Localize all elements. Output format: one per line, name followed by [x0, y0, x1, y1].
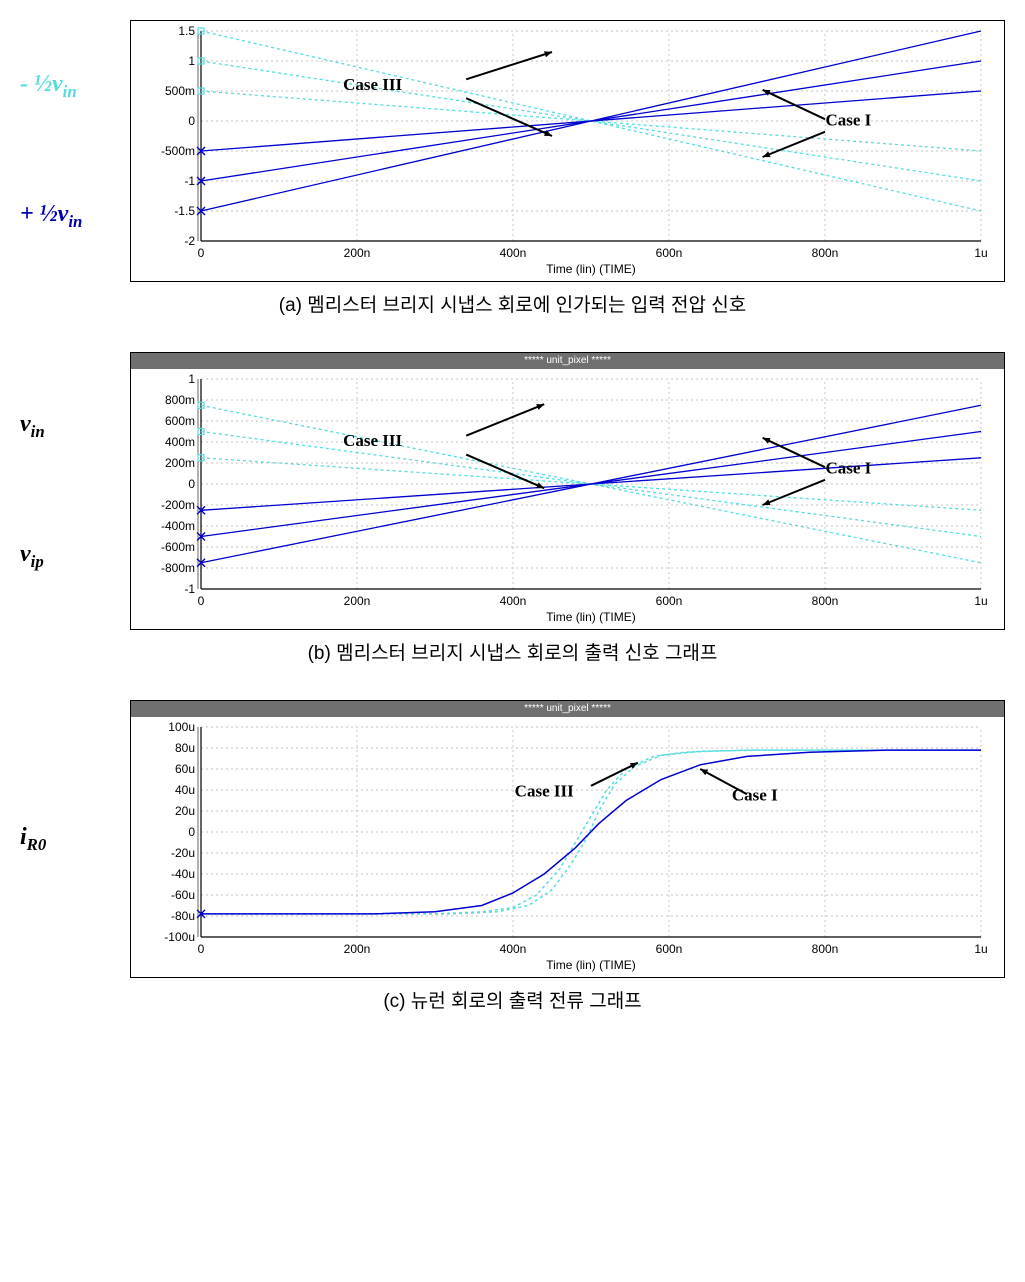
- svg-text:-200m: -200m: [161, 498, 195, 512]
- svg-text:600n: 600n: [656, 594, 683, 608]
- svg-text:Case I: Case I: [825, 459, 871, 478]
- svg-text:800m: 800m: [165, 393, 195, 407]
- svg-text:-80u: -80u: [171, 909, 195, 923]
- svg-text:800n: 800n: [812, 942, 839, 956]
- chart-b: vin vip ***** unit_pixel ***** -1 -800m -600m…: [20, 352, 1005, 665]
- side-label: - ½vin: [20, 71, 122, 101]
- svg-text:1.5: 1.5: [178, 24, 195, 38]
- svg-text:-20u: -20u: [171, 846, 195, 860]
- svg-text:Case III: Case III: [515, 781, 574, 800]
- svg-text:Time (lin) (TIME): Time (lin) (TIME): [546, 958, 636, 972]
- svg-text:100u: 100u: [168, 720, 195, 734]
- svg-text:400n: 400n: [500, 246, 527, 260]
- svg-text:Time (lin) (TIME): Time (lin) (TIME): [546, 262, 636, 276]
- svg-text:0: 0: [198, 594, 205, 608]
- svg-text:400n: 400n: [500, 942, 527, 956]
- svg-text:800n: 800n: [812, 246, 839, 260]
- svg-text:-40u: -40u: [171, 867, 195, 881]
- svg-text:40u: 40u: [175, 783, 195, 797]
- svg-text:400m: 400m: [165, 435, 195, 449]
- plot-area: -2 -1.5 -1 -500m 0 500m 1 1.5 0 200n 400n 600n 800n 1…: [130, 20, 1005, 282]
- title-bar: ***** unit_pixel *****: [131, 353, 1004, 369]
- svg-text:-1: -1: [184, 174, 195, 188]
- svg-text:-1.5: -1.5: [174, 204, 195, 218]
- svg-text:-2: -2: [184, 234, 195, 248]
- svg-text:800n: 800n: [812, 594, 839, 608]
- caption: (b) 멤리스터 브리지 시냅스 회로의 출력 신호 그래프: [20, 638, 1005, 665]
- side-labels: - ½vin + ½vin: [20, 21, 130, 281]
- svg-text:80u: 80u: [175, 741, 195, 755]
- caption: (c) 뉴런 회로의 출력 전류 그래프: [20, 986, 1005, 1013]
- svg-text:200m: 200m: [165, 456, 195, 470]
- svg-text:600n: 600n: [656, 942, 683, 956]
- svg-text:-100u: -100u: [164, 930, 195, 944]
- side-label: iR0: [20, 824, 122, 854]
- chart-a: - ½vin + ½vin -2 -1.5 -1 -500m 0 500m 1 1.5 0 200n 4…: [20, 20, 1005, 317]
- svg-text:Case I: Case I: [732, 786, 778, 805]
- svg-text:0: 0: [198, 942, 205, 956]
- svg-text:200n: 200n: [344, 246, 371, 260]
- svg-text:0: 0: [188, 825, 195, 839]
- svg-text:-400m: -400m: [161, 519, 195, 533]
- svg-text:60u: 60u: [175, 762, 195, 776]
- svg-text:0: 0: [198, 246, 205, 260]
- side-label: + ½vin: [20, 201, 122, 231]
- svg-text:-60u: -60u: [171, 888, 195, 902]
- svg-text:0: 0: [188, 477, 195, 491]
- svg-text:200n: 200n: [344, 942, 371, 956]
- svg-text:-600m: -600m: [161, 540, 195, 554]
- side-label: vip: [20, 541, 122, 571]
- plot-area: ***** unit_pixel ***** -1 -800m -600m -400m -…: [130, 352, 1005, 630]
- svg-text:200n: 200n: [344, 594, 371, 608]
- chart-c: iR0 ***** unit_pixel ***** -100u -80u -60u -4…: [20, 700, 1005, 1013]
- svg-text:400n: 400n: [500, 594, 527, 608]
- svg-text:0: 0: [188, 114, 195, 128]
- svg-text:500m: 500m: [165, 84, 195, 98]
- plot-area: ***** unit_pixel ***** -100u -80u -60u -40u -…: [130, 700, 1005, 978]
- svg-text:20u: 20u: [175, 804, 195, 818]
- title-bar: ***** unit_pixel *****: [131, 701, 1004, 717]
- svg-text:Case I: Case I: [825, 111, 871, 130]
- svg-text:1u: 1u: [974, 942, 987, 956]
- svg-text:-500m: -500m: [161, 144, 195, 158]
- svg-text:-800m: -800m: [161, 561, 195, 575]
- svg-text:Case III: Case III: [343, 75, 402, 94]
- svg-text:600n: 600n: [656, 246, 683, 260]
- svg-text:Time (lin) (TIME): Time (lin) (TIME): [546, 610, 636, 624]
- caption: (a) 멤리스터 브리지 시냅스 회로에 인가되는 입력 전압 신호: [20, 290, 1005, 317]
- svg-text:-1: -1: [184, 582, 195, 596]
- side-label: vin: [20, 411, 122, 441]
- svg-text:1: 1: [188, 372, 195, 386]
- svg-text:1u: 1u: [974, 246, 987, 260]
- side-labels: vin vip: [20, 361, 130, 621]
- svg-text:1: 1: [188, 54, 195, 68]
- svg-text:600m: 600m: [165, 414, 195, 428]
- svg-text:1u: 1u: [974, 594, 987, 608]
- svg-text:Case III: Case III: [343, 431, 402, 450]
- side-labels: iR0: [20, 709, 130, 969]
